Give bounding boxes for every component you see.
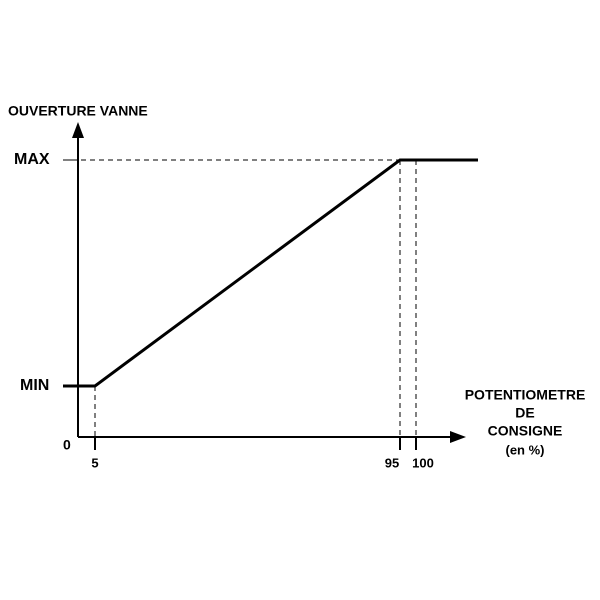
origin-label: 0 [63,437,71,453]
min-label: MIN [20,377,49,394]
y-axis-label: OUVERTURE VANNE [8,103,148,119]
response-line [63,158,478,388]
y-arrow [72,122,84,138]
x-axis-label: POTENTIOMETRE [465,387,586,403]
x-tick-label: 100 [412,455,434,470]
max-label: MAX [14,151,50,168]
x-axis-label: CONSIGNE [488,423,563,439]
x-arrow [450,431,466,443]
x-tick-label: 5 [91,455,98,470]
x-tick-label: 95 [385,455,399,470]
guides [63,159,417,445]
x-axis-label: (en %) [506,442,545,457]
x-axis-label: DE [515,405,534,421]
